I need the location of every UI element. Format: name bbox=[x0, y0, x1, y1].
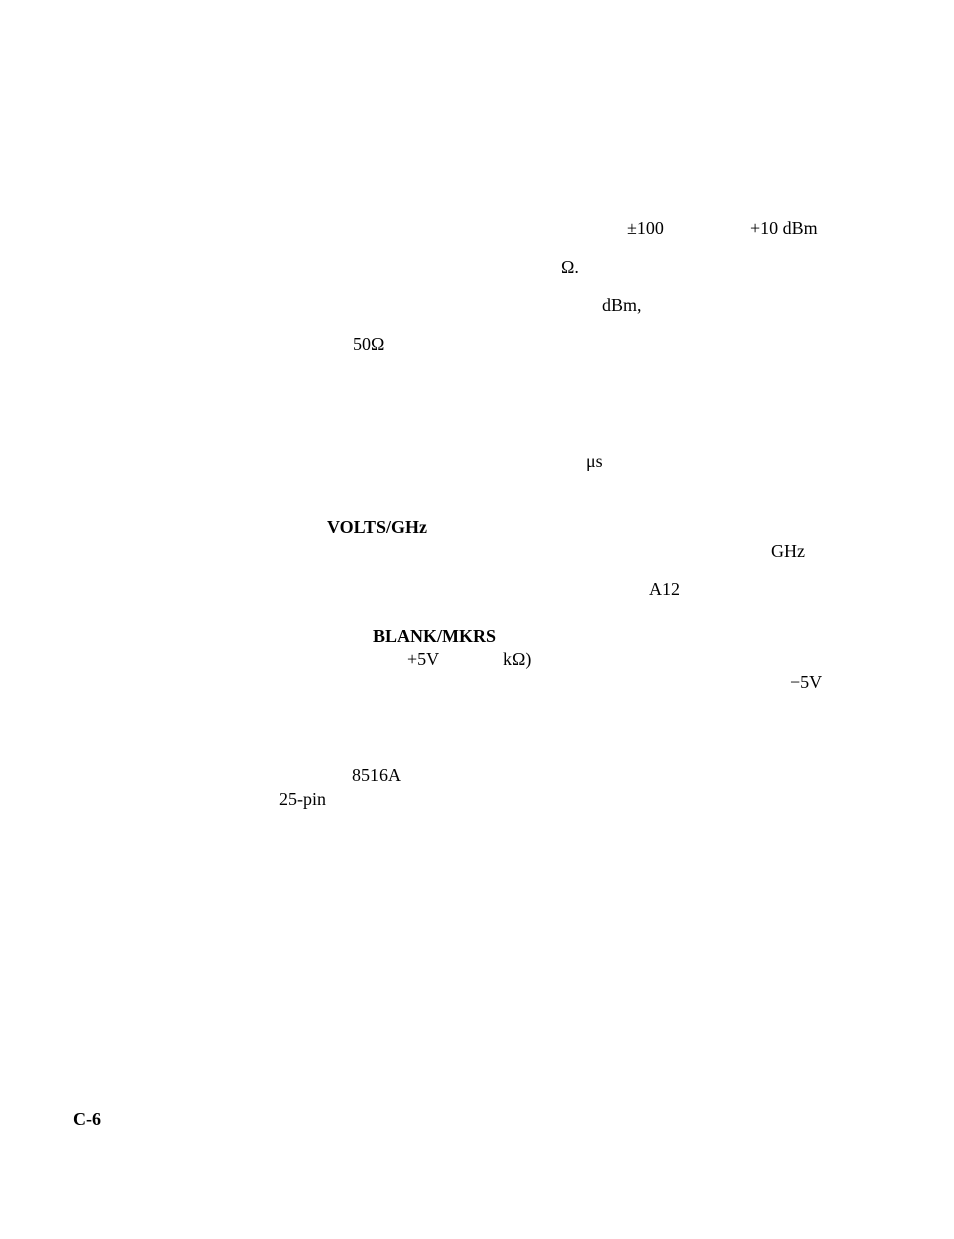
fragment-blank-mkrs: BLANK/MKRS bbox=[373, 627, 496, 645]
fragment-omega-period: Ω. bbox=[561, 258, 579, 276]
fragment-pm100: ±100 bbox=[627, 219, 664, 237]
fragment-25pin: 25-pin bbox=[279, 790, 326, 808]
fragment-kohm: kΩ) bbox=[503, 650, 531, 668]
fragment-p10dbm: +10 dBm bbox=[750, 219, 818, 237]
fragment-minus5v: −5V bbox=[790, 673, 822, 691]
fragment-a12: A12 bbox=[649, 580, 680, 598]
fragment-dbm-comma: dBm, bbox=[602, 296, 642, 314]
fragment-ghz: GHz bbox=[771, 542, 805, 560]
fragment-fifty-ohm: 50Ω bbox=[353, 335, 384, 353]
fragment-8516a: 8516A bbox=[352, 766, 401, 784]
fragment-mu-s: μs bbox=[586, 452, 603, 470]
page-number: C-6 bbox=[73, 1110, 101, 1128]
fragment-plus5v: +5V bbox=[407, 650, 439, 668]
fragment-volts-ghz: VOLTS/GHz bbox=[327, 518, 427, 536]
